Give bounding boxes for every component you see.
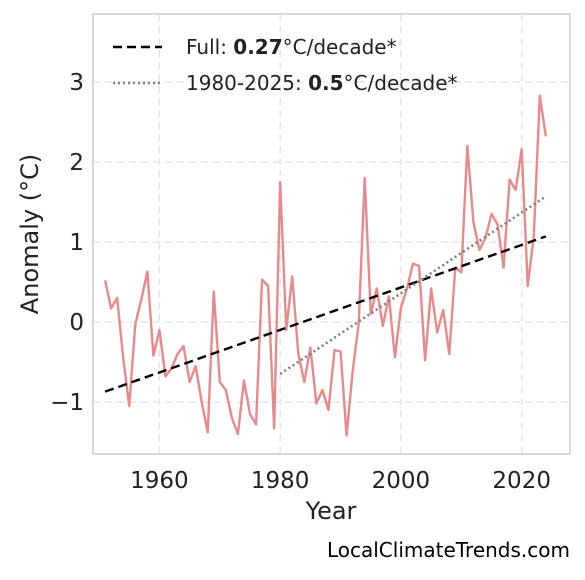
y-axis-label: Anomaly (°C) <box>16 154 44 314</box>
legend-recent-text: 1980-2025: 0.5°C/decade* <box>186 71 458 95</box>
x-tick-label-1980: 1980 <box>251 468 310 494</box>
y-tick-label-4: 3 <box>69 70 84 96</box>
series-line-1980-2025 <box>279 195 547 376</box>
legend-full-text: Full: 0.27°C/decade* <box>186 35 397 59</box>
legend: Full: 0.27°C/decade* 1980-2025: 0.5°C/de… <box>113 35 458 95</box>
legend-full-prefix: Full: <box>186 35 233 59</box>
x-axis-label: Year <box>305 497 357 525</box>
legend-recent-rate: 0.5 <box>308 71 343 95</box>
series-line-anomaly <box>103 94 548 437</box>
x-tick-label-1960: 1960 <box>130 468 189 494</box>
series-layer <box>103 94 548 437</box>
plot-frame <box>92 13 571 455</box>
x-axis-ticks: 1960 1980 2000 2020 <box>130 468 551 494</box>
source-label: LocalClimateTrends.com <box>326 538 570 562</box>
y-tick-label-2: 1 <box>69 230 84 256</box>
legend-recent-unit: °C/decade* <box>344 71 458 95</box>
series-line-full <box>104 235 547 393</box>
legend-full-unit: °C/decade* <box>283 35 397 59</box>
y-tick-label-0: −1 <box>50 390 84 416</box>
legend-recent-prefix: 1980-2025: <box>186 71 308 95</box>
grid-lines <box>93 14 570 454</box>
y-tick-label-3: 2 <box>69 150 84 176</box>
x-tick-label-2020: 2020 <box>492 468 551 494</box>
y-tick-label-1: 0 <box>69 310 84 336</box>
x-tick-label-2000: 2000 <box>372 468 431 494</box>
y-axis-ticks: −1 0 1 2 3 <box>50 70 84 416</box>
legend-full-rate: 0.27 <box>233 35 282 59</box>
